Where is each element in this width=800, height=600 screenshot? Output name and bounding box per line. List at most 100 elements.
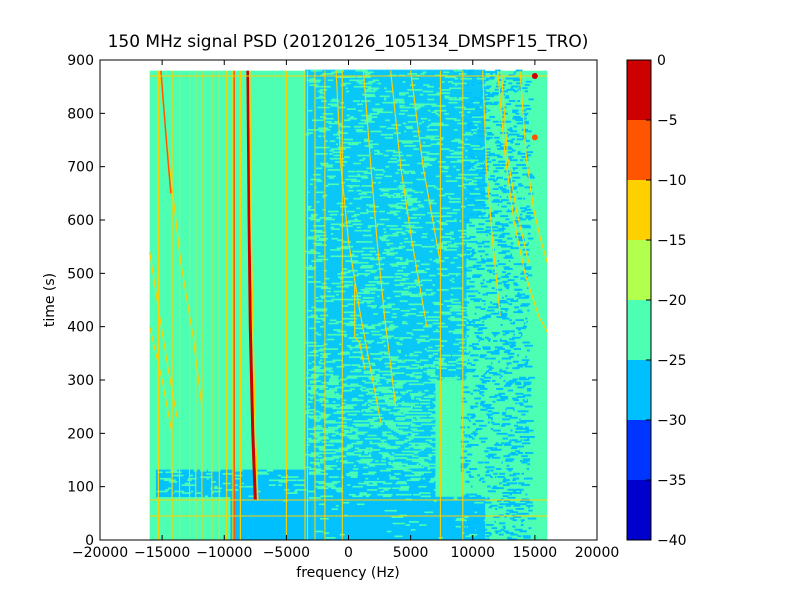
speckle (306, 268, 315, 270)
speckle (505, 503, 512, 506)
y-tick-label: 0 (85, 533, 94, 549)
noise-band (305, 77, 486, 80)
speckle (502, 418, 510, 421)
speckle (456, 156, 459, 158)
speckle (436, 367, 447, 370)
speckle (329, 319, 337, 322)
speckle (384, 96, 387, 99)
speckle (519, 404, 524, 406)
speckle (498, 311, 503, 314)
noise-band (305, 269, 467, 272)
speckle (510, 159, 518, 162)
speckle (327, 79, 334, 82)
speckle (184, 482, 191, 485)
speckle (480, 308, 484, 310)
speckle (523, 383, 531, 386)
speckle (404, 192, 408, 195)
speckle (362, 247, 375, 250)
speckle (465, 277, 471, 280)
speckle (476, 336, 482, 339)
speckle (233, 477, 241, 480)
speckle (308, 280, 321, 283)
speckle (424, 389, 429, 392)
speckle (377, 444, 383, 446)
noise-band (305, 164, 486, 166)
speckle (498, 360, 501, 363)
speckle (388, 188, 398, 190)
speckle (257, 471, 268, 474)
speckle (432, 408, 444, 411)
speckle (315, 386, 329, 389)
speckle (190, 490, 194, 493)
speckle (306, 208, 315, 211)
speckle (307, 132, 313, 134)
speckle (480, 324, 485, 326)
speckle (427, 373, 431, 376)
speckle (372, 109, 383, 112)
speckle (528, 506, 531, 509)
speckle (309, 455, 317, 458)
speckle (522, 399, 525, 402)
speckle (527, 232, 531, 235)
speckle (316, 252, 321, 254)
speckle (395, 357, 398, 360)
noise-band (305, 314, 467, 317)
speckle (507, 536, 512, 539)
speckle (435, 112, 439, 115)
speckle (378, 322, 386, 325)
speckle (512, 367, 519, 370)
noise-band (305, 424, 436, 427)
speckle (417, 383, 425, 386)
noise-band (305, 69, 486, 72)
speckle (503, 477, 506, 480)
speckle (475, 420, 484, 422)
speckle (487, 456, 491, 459)
speckle (470, 170, 479, 173)
noise-band (305, 140, 486, 142)
speckle (524, 266, 532, 269)
speckle (492, 92, 501, 94)
speckle (376, 282, 390, 285)
noise-band (305, 292, 467, 294)
speckle (403, 359, 417, 362)
speckle (305, 466, 312, 469)
speckle (486, 404, 492, 406)
speckle (492, 423, 500, 426)
colorbar-tick-label: 0 (657, 53, 666, 69)
speckle (504, 309, 508, 312)
speckle (405, 415, 413, 418)
speckle (513, 282, 518, 285)
speckle (313, 426, 323, 429)
speckle (505, 120, 512, 123)
noise-band (305, 71, 486, 74)
speckle (451, 287, 457, 290)
speckle (513, 90, 518, 93)
speckle (496, 176, 504, 179)
speckle (431, 373, 436, 376)
speckle (483, 498, 490, 501)
speckle (440, 207, 451, 210)
speckle (342, 317, 354, 320)
speckle (421, 436, 434, 438)
speckle (528, 484, 530, 486)
speckle (440, 148, 450, 150)
speckle (428, 124, 439, 126)
speckle (471, 370, 475, 373)
speckle (463, 247, 472, 250)
speckle (469, 280, 475, 283)
speckle (406, 248, 414, 251)
speckle (481, 440, 486, 443)
speckle (494, 394, 502, 397)
speckle (436, 247, 447, 250)
speckle (504, 274, 508, 277)
noise-band (305, 300, 467, 302)
speckle (509, 517, 515, 520)
speckle (456, 266, 464, 269)
speckle (517, 151, 521, 154)
speckle (360, 288, 366, 291)
speckle (348, 202, 353, 205)
noise-band (305, 380, 436, 382)
speckle (479, 477, 485, 480)
speckle (375, 173, 384, 176)
speckle (204, 495, 209, 498)
